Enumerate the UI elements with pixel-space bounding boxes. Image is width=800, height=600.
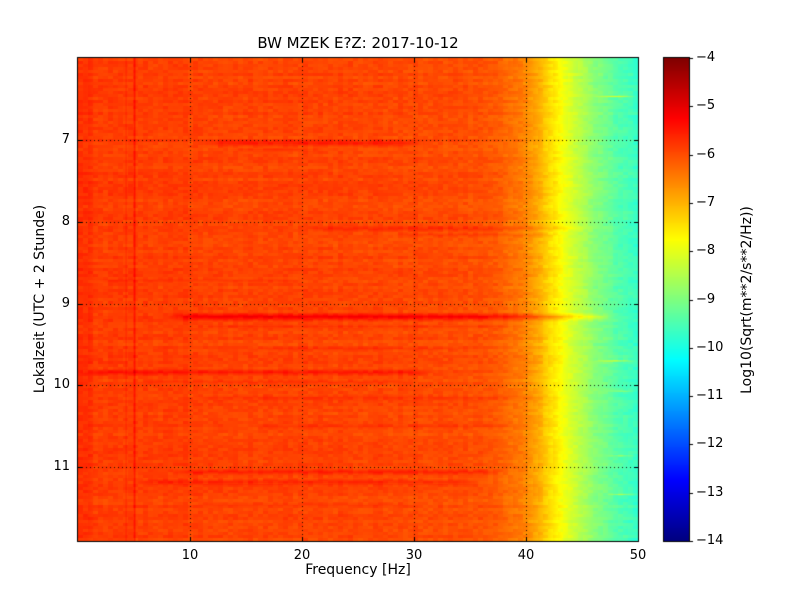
colorbar-tick-label: −14 xyxy=(696,533,724,548)
colorbar-tick-label: −4 xyxy=(696,50,716,65)
x-axis-label: Frequency [Hz] xyxy=(305,562,411,578)
y-tick-label: 10 xyxy=(53,377,70,393)
y-tick-label: 9 xyxy=(61,295,70,311)
x-tick-label: 40 xyxy=(517,548,535,563)
colorbar-tick-label: −7 xyxy=(696,194,716,210)
colorbar-tick-label: −8 xyxy=(696,243,716,259)
y-tick-label: 8 xyxy=(61,213,70,229)
colorbar-tick-label: −11 xyxy=(696,388,724,404)
spectrogram-plot-area xyxy=(78,58,638,541)
x-tick-label: 30 xyxy=(405,548,423,563)
colorbar xyxy=(664,58,689,541)
x-tick-label: 10 xyxy=(181,548,199,563)
x-tick-label: 50 xyxy=(629,548,647,563)
chart-title: BW MZEK E?Z: 2017-10-12 xyxy=(257,34,459,52)
colorbar-tick-label: −10 xyxy=(696,339,724,355)
colorbar-label: Log10(Sqrt(m**2/s**2/Hz)) xyxy=(739,206,755,394)
y-tick-label: 11 xyxy=(53,459,70,475)
x-tick-label: 20 xyxy=(293,548,311,563)
colorbar-tick-label: −9 xyxy=(696,291,716,307)
colorbar-tick-label: −5 xyxy=(696,98,716,114)
colorbar-tick-label: −6 xyxy=(696,146,716,162)
colorbar-tick-label: −12 xyxy=(696,436,724,452)
y-tick-label: 7 xyxy=(61,131,70,147)
colorbar-tick-label: −13 xyxy=(696,484,724,500)
